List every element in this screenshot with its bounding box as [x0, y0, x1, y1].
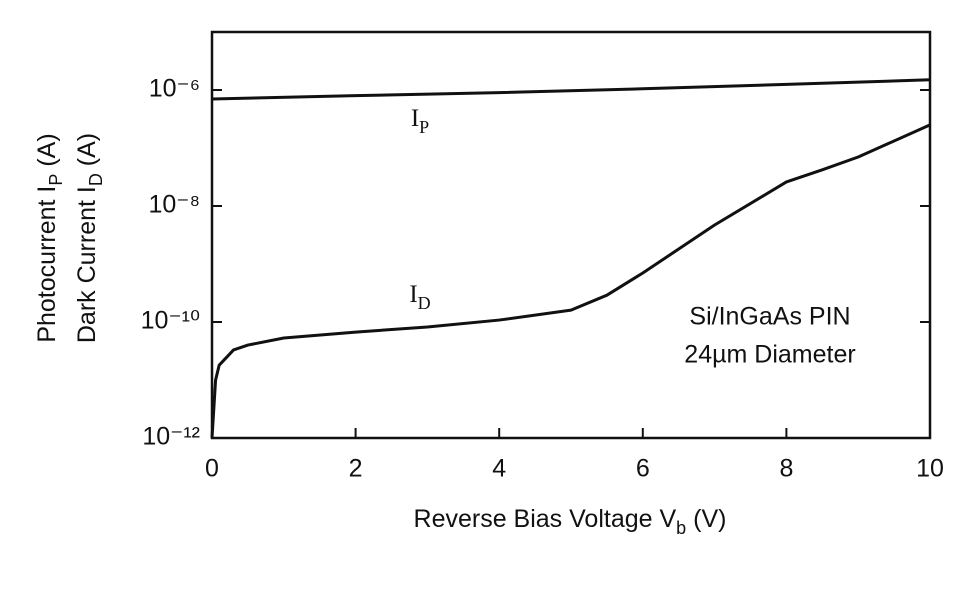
annotation: Si/InGaAs PIN: [689, 303, 850, 331]
y-axis-label-main: Photocurrent I: [33, 186, 61, 343]
y-axis-label-main: Dark Current I: [73, 186, 101, 343]
x-tick-label: 8: [779, 455, 793, 483]
series-label: ID: [409, 281, 430, 313]
annotation: 24µm Diameter: [684, 341, 855, 369]
y-axis-label: Photocurrent IP (A): [33, 133, 66, 342]
plot-frame: [210, 30, 932, 440]
y-tick-label: 10⁻¹²: [142, 423, 200, 451]
x-axis-label-rest: (V): [686, 505, 726, 533]
y-tick-label: 10⁻¹⁰: [141, 307, 200, 335]
series-line: [210, 123, 931, 439]
series-label: IP: [411, 105, 429, 137]
y-tick-label: 10⁻⁸: [148, 191, 200, 219]
y-axis-label: Dark Current ID (A): [73, 133, 106, 343]
series-line: [211, 78, 931, 101]
y-axis-label-rest: (A): [73, 133, 101, 173]
x-axis-label: Reverse Bias Voltage Vb (V): [414, 505, 727, 538]
series-label-sub: D: [418, 293, 431, 313]
x-tick-label: 2: [349, 455, 363, 483]
x-axis-label-main: Reverse Bias Voltage V: [414, 505, 677, 533]
series-label-main: I: [411, 105, 419, 132]
series-label-sub: P: [419, 117, 429, 137]
y-tick-label: 10⁻⁶: [149, 75, 200, 103]
x-tick-label: 6: [636, 455, 650, 483]
x-tick-label: 10: [916, 455, 944, 483]
y-axis-label-sub: P: [46, 174, 66, 186]
x-tick-label: 4: [492, 455, 506, 483]
y-axis-label-sub: D: [86, 173, 106, 186]
y-axis-label-rest: (A): [33, 133, 61, 173]
x-axis-label-sub: b: [676, 518, 686, 538]
series-label-main: I: [409, 281, 417, 308]
x-tick-label: 0: [205, 455, 219, 483]
